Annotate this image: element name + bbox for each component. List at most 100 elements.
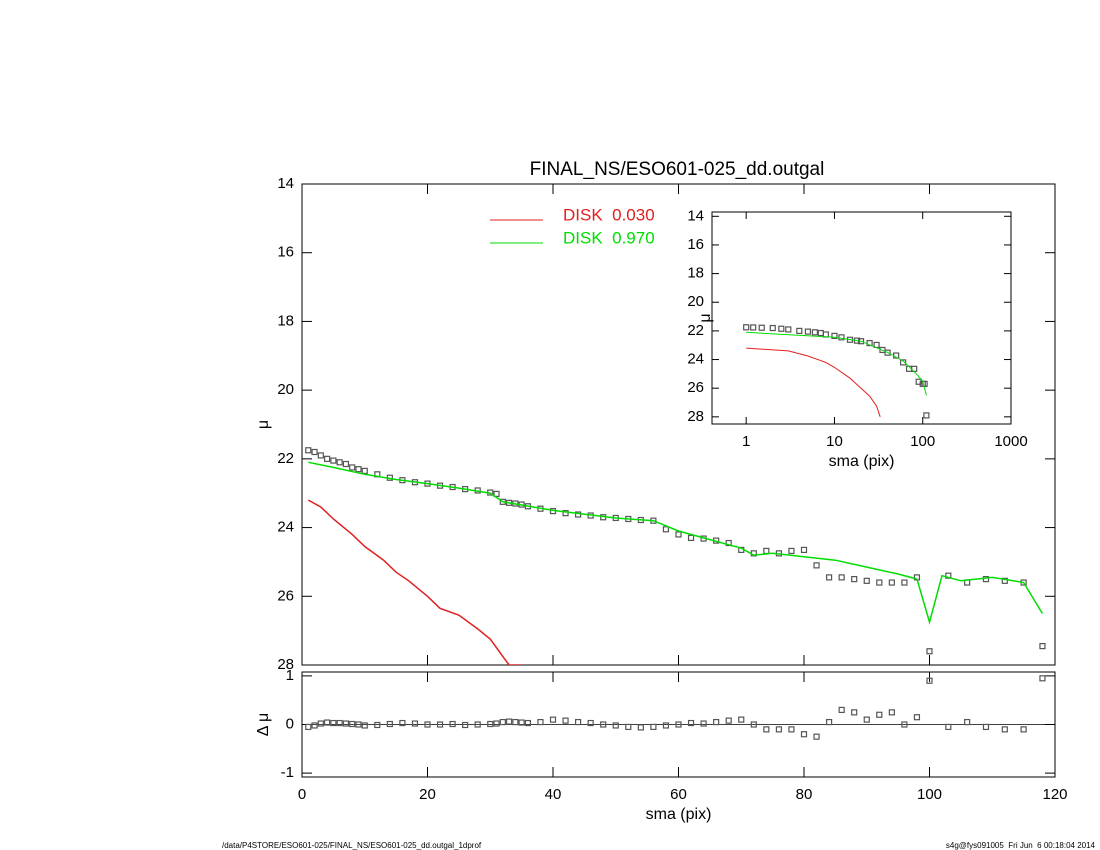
- data-point: [625, 723, 632, 731]
- data-point: [1001, 577, 1008, 584]
- data-point: [349, 720, 356, 728]
- data-point: [518, 719, 525, 726]
- footer-left: /data/P4STORE/ESO601-025/FINAL_NS/ESO601…: [222, 841, 482, 850]
- data-point: [449, 720, 456, 728]
- y-tick-label: 28: [687, 408, 704, 425]
- data-point: [982, 723, 990, 731]
- data-point: [330, 719, 337, 727]
- model-line: [746, 331, 927, 396]
- model-line: [308, 461, 1044, 625]
- x-axis-label: sma (pix): [646, 806, 712, 823]
- data-point: [901, 579, 908, 586]
- data-point: [342, 460, 350, 468]
- chart-title: FINAL_NS/ESO601-025_dd.outgal: [530, 159, 825, 180]
- y-tick-label: 20: [277, 381, 294, 398]
- data-point: [436, 721, 444, 728]
- data-point: [831, 332, 838, 340]
- data-point: [813, 733, 820, 740]
- data-point: [1001, 726, 1008, 733]
- data-point: [900, 359, 907, 366]
- x-tick-label: 0: [298, 786, 306, 803]
- data-point: [574, 511, 582, 518]
- plot-area: [743, 324, 930, 419]
- data-point: [386, 720, 393, 728]
- data-point: [851, 709, 858, 716]
- data-point: [725, 539, 732, 547]
- data-point: [926, 648, 933, 655]
- data-point: [324, 455, 331, 462]
- data-point: [399, 719, 406, 727]
- y-tick-label: 0: [286, 715, 294, 732]
- data-point: [505, 718, 513, 725]
- data-point: [785, 326, 792, 333]
- data-point: [758, 324, 765, 331]
- data-point: [317, 720, 324, 727]
- plot-frame: [711, 211, 1012, 425]
- data-point: [901, 721, 908, 728]
- data-point: [650, 723, 657, 731]
- data-point: [493, 720, 500, 727]
- data-point: [738, 716, 745, 723]
- data-point: [926, 677, 933, 684]
- data-point: [700, 720, 707, 727]
- footer-right: s4g@fys091005 Fri Jun 6 00:18:04 2014: [946, 841, 1096, 850]
- data-point: [851, 576, 858, 583]
- data-point: [743, 324, 750, 331]
- data-point: [324, 719, 331, 726]
- data-point: [838, 706, 845, 714]
- data-point: [662, 722, 670, 729]
- plot-area: [305, 447, 1046, 665]
- data-point: [675, 721, 682, 728]
- data-point: [600, 721, 607, 728]
- data-point: [687, 719, 695, 727]
- x-tick-label: 1000: [994, 433, 1027, 450]
- data-point: [888, 579, 895, 586]
- data-point: [424, 721, 431, 728]
- data-point: [487, 720, 494, 728]
- data-point: [662, 526, 670, 533]
- data-point: [462, 721, 469, 729]
- data-point: [311, 448, 318, 456]
- data-point: [330, 457, 337, 464]
- data-point: [884, 349, 891, 356]
- y-tick-label: -1: [281, 764, 294, 781]
- y-tick-label: 1: [286, 667, 294, 684]
- data-point: [411, 720, 419, 727]
- y-tick-label: 16: [277, 244, 294, 261]
- data-point: [1020, 726, 1027, 733]
- y-tick-label: 26: [687, 379, 704, 396]
- x-tick-label: 60: [670, 786, 687, 803]
- data-point: [825, 718, 833, 726]
- data-point: [349, 464, 356, 471]
- data-point: [713, 718, 720, 726]
- model-line: [746, 347, 881, 417]
- y-tick-label: 26: [277, 587, 294, 604]
- data-point: [788, 726, 795, 733]
- data-point: [769, 324, 776, 332]
- data-point: [537, 718, 544, 726]
- data-point: [863, 577, 870, 584]
- data-point: [336, 719, 343, 727]
- data-point: [374, 721, 381, 729]
- data-point: [342, 720, 350, 727]
- data-point: [725, 717, 732, 724]
- x-tick-label: 10: [826, 433, 843, 450]
- data-point: [361, 722, 368, 729]
- data-point: [888, 709, 895, 716]
- data-point: [913, 714, 921, 721]
- data-point: [866, 339, 873, 347]
- y-tick-label: 16: [687, 236, 704, 253]
- data-point: [825, 574, 833, 581]
- data-point: [562, 717, 569, 724]
- data-point: [493, 490, 500, 498]
- data-point: [499, 718, 506, 726]
- y-tick-label: 18: [277, 312, 294, 329]
- y-axis-label: μ: [697, 313, 714, 322]
- data-point: [336, 459, 343, 466]
- data-point: [838, 574, 845, 581]
- data-point: [355, 721, 362, 728]
- data-point: [317, 452, 324, 459]
- data-point: [800, 546, 808, 554]
- y-tick-label: 28: [277, 656, 294, 673]
